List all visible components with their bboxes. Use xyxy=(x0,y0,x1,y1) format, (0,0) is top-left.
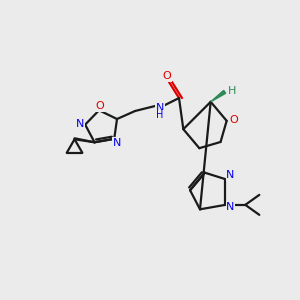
Text: H: H xyxy=(156,110,164,120)
Text: H: H xyxy=(227,86,236,96)
Text: O: O xyxy=(229,115,238,125)
Text: O: O xyxy=(163,71,171,81)
Polygon shape xyxy=(211,90,226,102)
Text: N: N xyxy=(226,170,235,180)
Text: N: N xyxy=(226,202,235,212)
Text: N: N xyxy=(113,138,122,148)
Text: N: N xyxy=(76,118,84,129)
Text: O: O xyxy=(96,101,104,111)
Text: N: N xyxy=(156,103,164,113)
